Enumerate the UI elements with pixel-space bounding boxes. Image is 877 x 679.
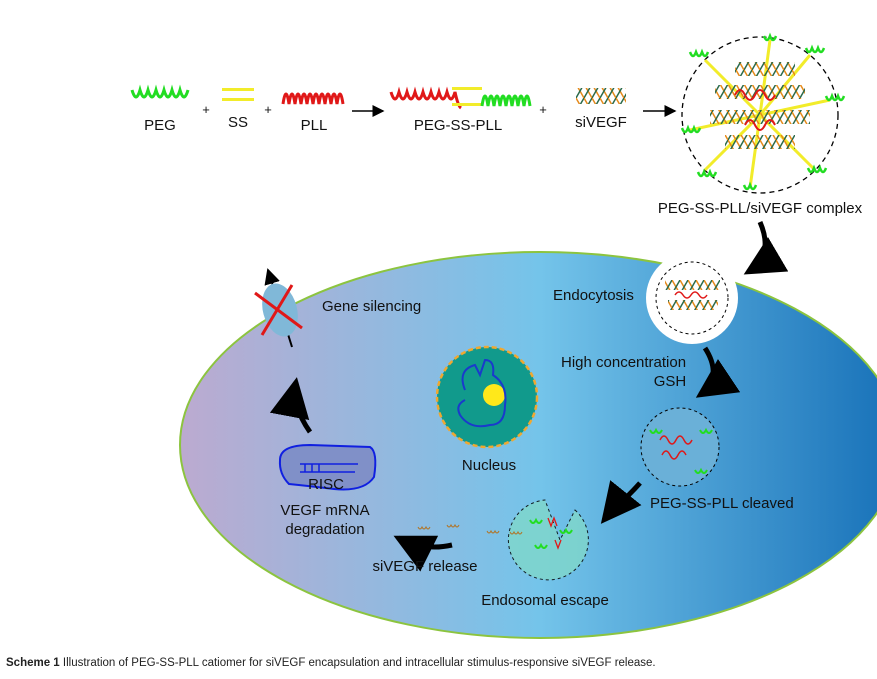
plus-sign: +: [264, 102, 272, 117]
risc-label: RISC: [308, 476, 344, 493]
cell: [179, 251, 877, 639]
nucleus-label: Nucleus: [462, 457, 516, 474]
endocytosis-label: Endocytosis: [553, 287, 634, 304]
nucleus-icon: [435, 345, 539, 449]
curved-arrow-icon: [695, 346, 741, 398]
endocytosis-vesicle-icon: [646, 252, 738, 344]
gsh-label-line2: GSH: [654, 373, 687, 390]
caption-text: Illustration of PEG-SS-PLL catiomer for …: [62, 657, 656, 669]
released-sivegf-icon: [417, 523, 523, 535]
complex-nanoparticle-icon: [680, 32, 846, 194]
peg-icon: [130, 84, 190, 99]
plus-sign: +: [202, 102, 210, 117]
curved-arrow-icon: [743, 221, 789, 275]
blocked-protein-icon: [254, 268, 303, 348]
caption-label: Scheme 1: [6, 657, 60, 669]
curved-arrow-icon: [393, 535, 453, 572]
figure-caption: Scheme 1 Illustration of PEG-SS-PLL cati…: [6, 657, 656, 669]
curved-arrow-icon: [600, 480, 642, 524]
cleaved-vesicle-icon: [640, 407, 720, 487]
peg-ss-pll-icon: [389, 86, 532, 110]
pll-label: PLL: [301, 117, 328, 134]
mrna-label-line2: degradation: [285, 521, 364, 538]
gene-silencing-label: Gene silencing: [322, 298, 421, 315]
risc-icon: [278, 443, 377, 491]
peg-ss-pll-label: PEG-SS-PLL: [414, 117, 502, 134]
sivegf-release-label: siVEGF release: [372, 558, 477, 575]
ss-label: SS: [228, 114, 248, 131]
peg-label: PEG: [144, 117, 176, 134]
pll-icon: [281, 92, 345, 105]
gsh-label-line1: High concentration: [561, 354, 686, 371]
complex-label: PEG-SS-PLL/siVEGF complex: [658, 200, 863, 217]
sivegf-icon: [576, 88, 626, 104]
endosome-icon: [507, 499, 589, 581]
curved-arrow-icon: [269, 377, 313, 434]
sivegf-label: siVEGF: [575, 114, 627, 131]
plus-sign: +: [539, 102, 547, 117]
ss-icon: [222, 88, 254, 101]
endosomal-escape-label: Endosomal escape: [481, 592, 609, 609]
mrna-label-line1: VEGF mRNA: [280, 502, 369, 519]
cleaved-label: PEG-SS-PLL cleaved: [650, 495, 794, 512]
